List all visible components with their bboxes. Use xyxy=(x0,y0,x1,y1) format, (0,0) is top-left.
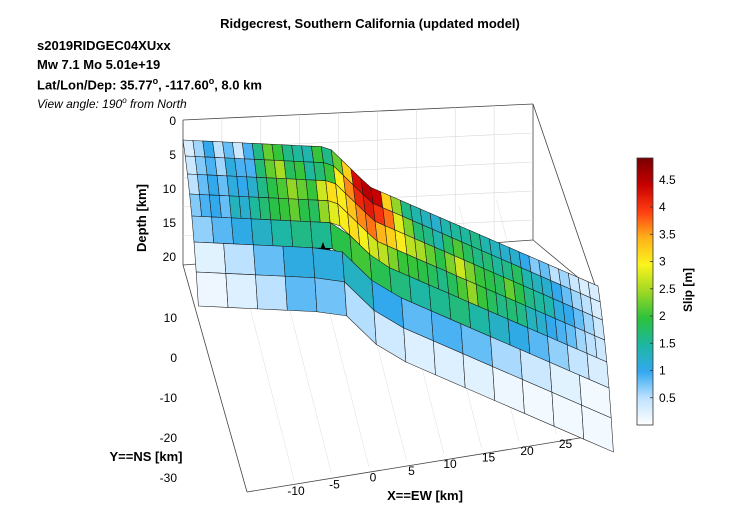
depth-tick-label: 10 xyxy=(163,182,177,196)
ns-tick-label: -20 xyxy=(160,431,178,445)
degree-mark: o xyxy=(152,76,159,86)
colorbar-tick-label: 4.5 xyxy=(659,173,676,187)
slip-cell xyxy=(223,243,256,276)
ew-axis-label: X==EW [km] xyxy=(387,488,463,503)
ns-tick-label: -30 xyxy=(160,471,178,485)
view-prefix: View angle: 190 xyxy=(37,97,123,111)
colorbar-tick-label: 2.5 xyxy=(659,282,676,296)
slip-cell xyxy=(250,218,274,247)
slip-cell xyxy=(255,274,288,311)
ew-tick-label: 15 xyxy=(482,451,496,465)
slip-cell xyxy=(193,241,227,274)
colorbar-tick-label: 4 xyxy=(659,200,666,214)
depth-axis-label: Depth [km] xyxy=(134,184,149,252)
slip-cell xyxy=(270,219,294,248)
view-angle-label: View angle: 190o from North xyxy=(37,96,187,111)
axes-edge xyxy=(182,264,248,493)
ew-tick-label: 25 xyxy=(559,437,573,451)
fault-surface xyxy=(182,139,610,389)
slip-cell xyxy=(290,220,313,249)
event-id-label: s2019RIDGEC04XUxx xyxy=(37,38,171,53)
slip-cell xyxy=(282,245,316,279)
ew-tick-label: 10 xyxy=(443,457,457,471)
slip-cell xyxy=(231,217,254,246)
colorbar-tick-label: 2 xyxy=(659,309,666,323)
ns-tick-label: -10 xyxy=(160,391,178,405)
slip-cell xyxy=(284,275,318,313)
depth-tick-label: 15 xyxy=(163,216,177,230)
ew-tick-label: 5 xyxy=(408,464,415,478)
axes-edge xyxy=(532,103,599,295)
colorbar-tick-label: 0.5 xyxy=(659,391,676,405)
degree-mark: o xyxy=(122,96,127,105)
colorbar-label: Slip [m] xyxy=(681,268,695,312)
location-mid: , -117.60 xyxy=(158,77,209,93)
slip-cell xyxy=(314,277,347,317)
ns-tick-label: 10 xyxy=(164,311,178,325)
location-label: Lat/Lon/Dep: 35.77o, -117.60o, 8.0 km xyxy=(37,76,262,92)
slip-cell xyxy=(195,271,229,308)
depth-tick-label: 5 xyxy=(169,148,176,162)
fault-deep-part xyxy=(193,241,614,453)
degree-mark: o xyxy=(208,76,215,86)
ew-tick-label: -5 xyxy=(329,477,340,491)
ew-tick-label: 0 xyxy=(370,471,377,485)
axis-labels: Depth [km] Y==NS [km] X==EW [km] Slip [m] xyxy=(110,184,695,503)
depth-tick-label: 20 xyxy=(163,250,177,264)
slip-cell xyxy=(310,221,333,249)
ns-axis-label: Y==NS [km] xyxy=(110,449,183,464)
colorbar: 0.5 1 1.5 2 2.5 3 3.5 4 4.5 xyxy=(636,157,676,426)
slip-cell xyxy=(211,216,234,245)
depth-tick-label: 0 xyxy=(169,114,176,128)
axes-edge xyxy=(246,434,599,493)
colorbar-tick-label: 1 xyxy=(659,364,666,378)
slip-cell xyxy=(191,215,215,244)
magnitude-label: Mw 7.1 Mo 5.01e+19 xyxy=(37,57,161,72)
colorbar-bar xyxy=(636,157,654,426)
colorbar-tick-label: 3.5 xyxy=(659,227,676,241)
location-prefix: Lat/Lon/Dep: 35.77 xyxy=(37,77,153,93)
slip-cell xyxy=(581,404,614,453)
ew-tick-label: 20 xyxy=(520,444,534,458)
slip-cell xyxy=(252,244,286,277)
colorbar-tick-label: 3 xyxy=(659,255,666,269)
axes-edge xyxy=(182,103,534,121)
axis-ticks: 0 5 10 15 20 10 0 -10 -20 -30 -10 -5 0 5 10 15 20 25 xyxy=(160,114,573,498)
slip-cell xyxy=(312,247,345,283)
location-suffix: , 8.0 km xyxy=(214,77,262,93)
slip-cell xyxy=(225,273,258,310)
colorbar-tick-label: 1.5 xyxy=(659,336,676,350)
ew-tick-label: -10 xyxy=(287,484,305,498)
chart-title: Ridgecrest, Southern California (updated… xyxy=(220,16,520,31)
view-suffix: from North xyxy=(126,97,187,111)
ns-tick-label: 0 xyxy=(170,351,177,365)
